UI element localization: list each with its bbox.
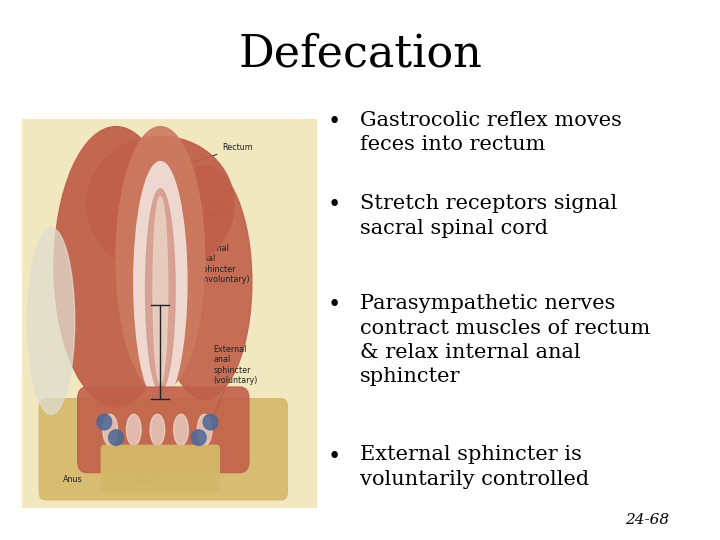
- FancyBboxPatch shape: [40, 399, 287, 500]
- Text: •: •: [328, 194, 341, 217]
- Ellipse shape: [158, 165, 252, 399]
- Ellipse shape: [197, 414, 212, 446]
- Ellipse shape: [192, 430, 206, 446]
- Ellipse shape: [103, 414, 117, 446]
- FancyBboxPatch shape: [102, 446, 220, 492]
- Ellipse shape: [116, 126, 204, 391]
- Text: 24-68: 24-68: [626, 512, 670, 526]
- Text: Stretch receptors signal
sacral spinal cord: Stretch receptors signal sacral spinal c…: [360, 194, 617, 238]
- Ellipse shape: [54, 126, 178, 407]
- Text: Anal
column: Anal column: [134, 465, 163, 484]
- Text: Parasympathetic nerves
contract muscles of rectum
& relax internal anal
sphincte: Parasympathetic nerves contract muscles …: [360, 294, 650, 386]
- Text: Anus: Anus: [63, 475, 83, 484]
- Ellipse shape: [145, 189, 175, 391]
- Ellipse shape: [109, 430, 123, 446]
- Ellipse shape: [27, 228, 75, 414]
- Ellipse shape: [150, 414, 165, 446]
- Text: Gastrocolic reflex moves
feces into rectum: Gastrocolic reflex moves feces into rect…: [360, 111, 622, 154]
- Text: Internal
anal
sphincter
(involuntary): Internal anal sphincter (involuntary): [186, 244, 251, 292]
- FancyBboxPatch shape: [78, 387, 249, 472]
- Text: •: •: [328, 294, 341, 316]
- Text: •: •: [328, 111, 341, 133]
- Text: Defecation: Defecation: [238, 32, 482, 76]
- Ellipse shape: [174, 414, 189, 446]
- Ellipse shape: [127, 414, 141, 446]
- Ellipse shape: [203, 414, 218, 430]
- Text: Anal
canal: Anal canal: [184, 199, 230, 226]
- Ellipse shape: [134, 161, 187, 403]
- Ellipse shape: [86, 136, 234, 272]
- Text: Rectum: Rectum: [186, 143, 253, 165]
- Text: •: •: [328, 446, 341, 468]
- Ellipse shape: [153, 197, 168, 383]
- Ellipse shape: [97, 414, 112, 430]
- Text: External
anal
sphincter
(voluntary): External anal sphincter (voluntary): [212, 345, 258, 420]
- Text: External sphincter is
voluntarily controlled: External sphincter is voluntarily contro…: [360, 446, 589, 489]
